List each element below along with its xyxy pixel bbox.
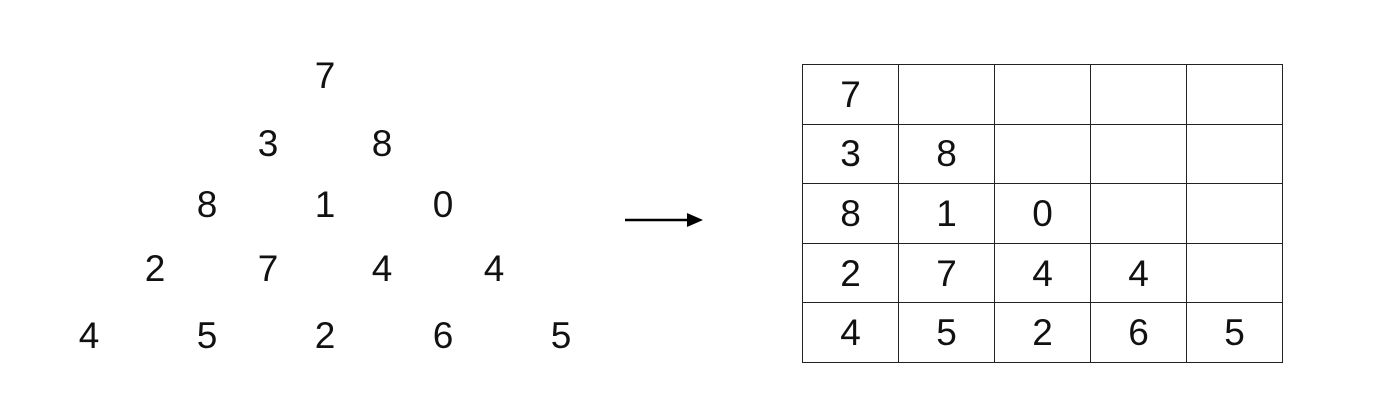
triangle-number: 5 xyxy=(550,315,572,356)
grid-cell: 3 xyxy=(802,123,899,185)
grid-cell: 7 xyxy=(802,64,899,125)
grid-cell: 8 xyxy=(802,183,899,244)
grid-cell xyxy=(898,64,995,125)
triangle-number: 2 xyxy=(144,248,166,289)
triangle-number: 2 xyxy=(314,315,336,356)
grid-cell: 0 xyxy=(994,183,1091,244)
triangle-number: 4 xyxy=(371,248,393,289)
grid-cell xyxy=(1186,183,1283,244)
grid-table: 7 3 8 8 1 0 2 7 4 4 4 5 2 6 5 xyxy=(802,64,1283,363)
triangle-number: 7 xyxy=(257,248,279,289)
grid-cell xyxy=(994,64,1091,125)
triangle-number: 1 xyxy=(314,184,336,225)
triangle-number: 7 xyxy=(314,55,336,96)
grid-row: 8 1 0 xyxy=(802,183,1283,244)
grid-row: 3 8 xyxy=(802,123,1283,185)
grid-cell: 2 xyxy=(802,242,899,304)
triangle-number: 5 xyxy=(196,315,218,356)
grid-cell xyxy=(1090,123,1187,185)
grid-cell xyxy=(994,123,1091,185)
grid-cell: 4 xyxy=(802,302,899,363)
grid-cell xyxy=(1186,123,1283,185)
right-arrow-icon xyxy=(625,213,703,227)
triangle-number: 3 xyxy=(257,123,279,164)
triangle-number: 8 xyxy=(196,184,218,225)
grid-cell xyxy=(1090,64,1187,125)
grid-row: 4 5 2 6 5 xyxy=(802,302,1283,363)
grid-cell xyxy=(1186,64,1283,125)
grid-cell: 6 xyxy=(1090,302,1187,363)
triangle-number: 0 xyxy=(432,184,454,225)
grid-cell: 5 xyxy=(898,302,995,363)
grid-row: 7 xyxy=(802,64,1283,125)
grid-cell: 8 xyxy=(898,123,995,185)
grid-cell xyxy=(1186,242,1283,304)
grid-row: 2 7 4 4 xyxy=(802,242,1283,304)
grid-cell xyxy=(1090,183,1187,244)
triangle-number: 4 xyxy=(78,315,100,356)
triangle-number: 6 xyxy=(432,315,454,356)
grid-cell: 7 xyxy=(898,242,995,304)
grid-cell: 2 xyxy=(994,302,1091,363)
triangle-number: 8 xyxy=(371,123,393,164)
grid-cell: 5 xyxy=(1186,302,1283,363)
grid-cell: 1 xyxy=(898,183,995,244)
grid-cell: 4 xyxy=(1090,242,1187,304)
grid-cell: 4 xyxy=(994,242,1091,304)
triangle-number: 4 xyxy=(483,248,505,289)
